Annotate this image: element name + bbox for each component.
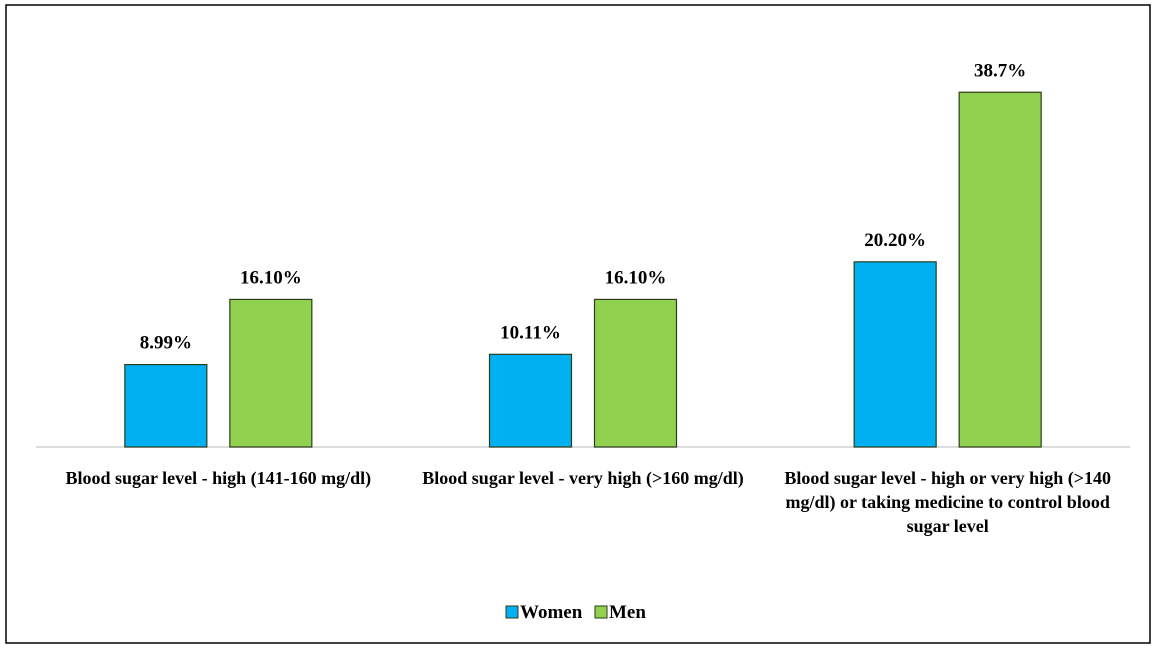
bar	[853, 261, 937, 448]
bar	[593, 298, 678, 448]
legend-label: Women	[520, 602, 583, 623]
legend-swatch	[594, 605, 608, 619]
legend-label: Men	[609, 602, 646, 623]
value-label: 16.10%	[605, 267, 667, 288]
legend-swatch	[505, 605, 519, 619]
x-tick-label: Blood sugar level - high (141-160 mg/dl)	[65, 468, 372, 488]
bar	[229, 298, 313, 448]
value-label: 38.7%	[974, 60, 1026, 81]
value-label: 8.99%	[140, 333, 192, 354]
x-tick-label: Blood sugar level - very high (>160 mg/d…	[422, 468, 744, 488]
x-tick-label: Blood sugar level - high or very high (>…	[784, 468, 1111, 536]
bar	[488, 353, 573, 448]
value-label: 16.10%	[240, 267, 302, 288]
bar	[958, 91, 1042, 448]
value-label: 20.20%	[864, 230, 926, 251]
bar	[124, 363, 208, 448]
value-label: 10.11%	[500, 322, 561, 343]
